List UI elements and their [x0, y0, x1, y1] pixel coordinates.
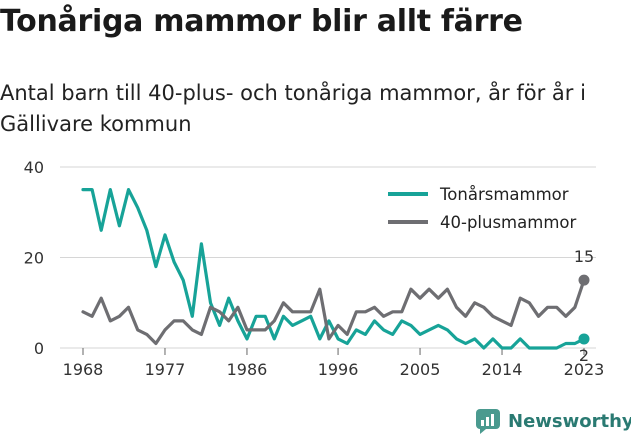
brand-name: Newsworthy: [508, 410, 631, 432]
series-lines: 2 15: [81, 188, 594, 365]
newsworthy-brand: Newsworthy: [475, 405, 631, 437]
y-axis-ticks: 0 20 40: [24, 158, 44, 358]
newsworthy-logo-icon: [476, 409, 500, 434]
x-tick-label: 2023: [564, 360, 605, 379]
chart-subtitle: Antal barn till 40-plus- och tonåriga ma…: [0, 81, 586, 136]
x-tick-label: 2014: [482, 360, 523, 379]
x-tick-label: 1986: [227, 360, 268, 379]
y-tick-label: 40: [24, 158, 44, 177]
y-tick-label: 0: [34, 339, 44, 358]
chart-title: Tonåriga mammor blir allt färre: [0, 4, 523, 39]
legend-label: Tonårsmammor: [439, 185, 569, 204]
legend: Tonårsmammor 40-plusmammor: [388, 185, 576, 232]
end-label-ton-rsmammor: 2: [579, 346, 589, 365]
legend-label: 40-plusmammor: [440, 213, 576, 232]
end-marker-ton-rsmammor: [578, 333, 590, 345]
end-marker-40-plusmammor: [578, 274, 590, 286]
end-label-40-plusmammor: 15: [574, 247, 594, 266]
series-line-40-plusmammor: [81, 278, 586, 346]
x-axis-ticks: 1968 1977 1986 1996 2005 2014 2023: [63, 348, 605, 379]
x-tick-label: 1996: [318, 360, 359, 379]
x-tick-label: 1968: [63, 360, 104, 379]
y-tick-label: 20: [24, 249, 44, 268]
x-tick-label: 1977: [145, 360, 186, 379]
x-tick-label: 2005: [400, 360, 441, 379]
